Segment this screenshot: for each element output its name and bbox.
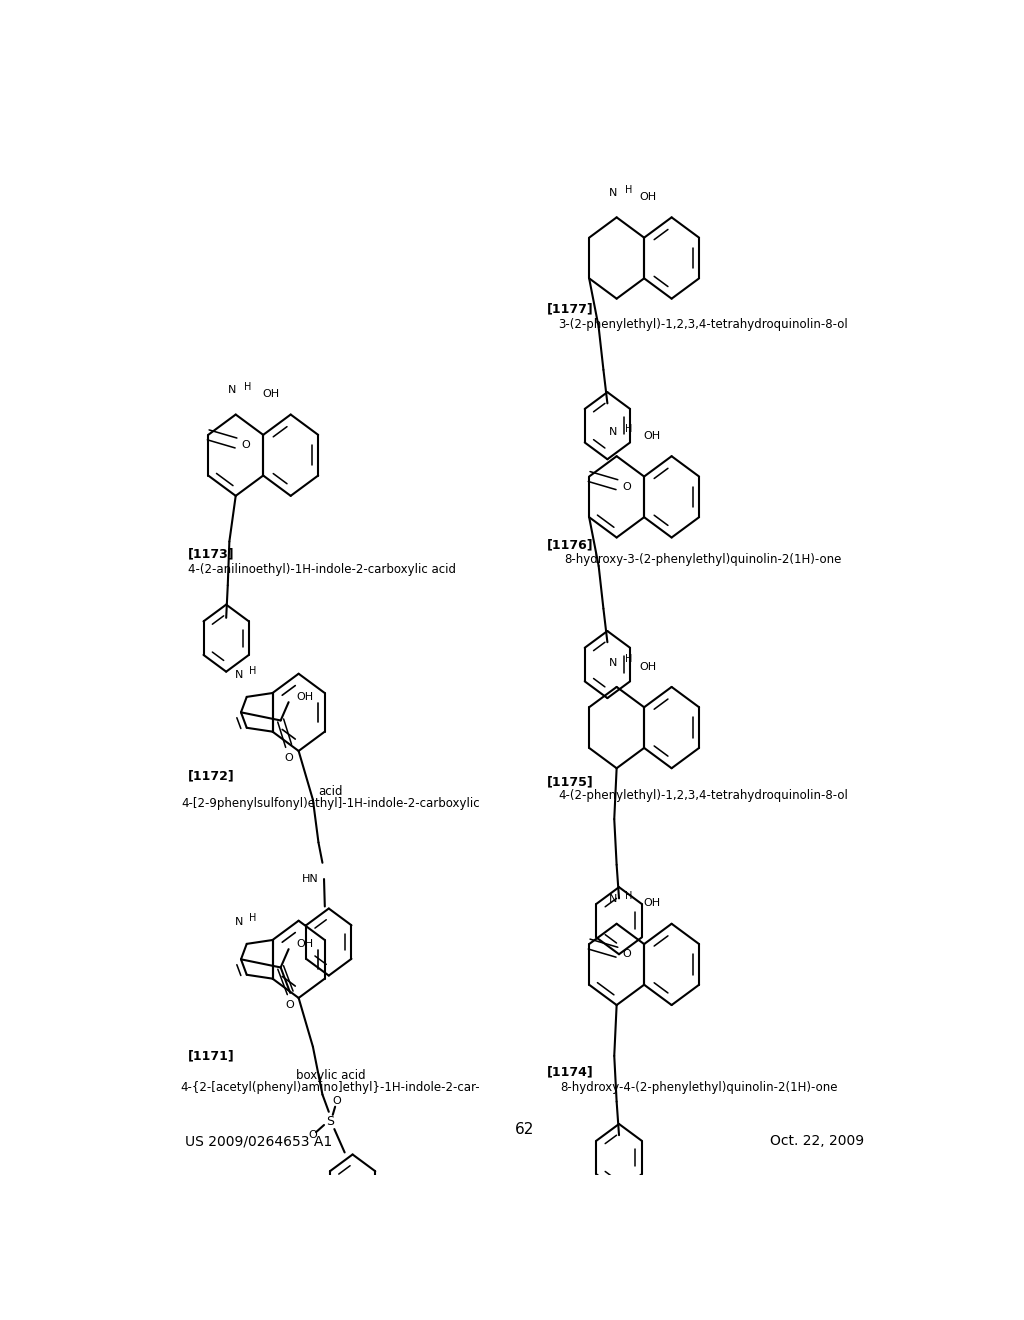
Text: OH: OH: [296, 692, 313, 702]
Text: boxylic acid: boxylic acid: [296, 1069, 366, 1081]
Text: H: H: [249, 913, 256, 924]
Text: OH: OH: [643, 899, 660, 908]
Text: OH: OH: [262, 389, 280, 399]
Text: N: N: [608, 895, 616, 904]
Text: N: N: [234, 669, 243, 680]
Text: US 2009/0264653 A1: US 2009/0264653 A1: [185, 1134, 333, 1148]
Text: H: H: [625, 655, 632, 664]
Text: OH: OH: [296, 939, 313, 949]
Text: O: O: [285, 754, 293, 763]
Text: 62: 62: [515, 1122, 535, 1137]
Text: HN: HN: [302, 874, 318, 884]
Text: N: N: [608, 187, 616, 198]
Text: O: O: [308, 1130, 317, 1140]
Text: O: O: [241, 440, 250, 450]
Text: O: O: [622, 482, 631, 491]
Text: OH: OH: [643, 430, 660, 441]
Text: H: H: [625, 891, 632, 902]
Text: 4-(2-phenylethyl)-1,2,3,4-tetrahydroquinolin-8-ol: 4-(2-phenylethyl)-1,2,3,4-tetrahydroquin…: [558, 789, 848, 803]
Text: [1175]: [1175]: [547, 775, 594, 788]
Text: acid: acid: [318, 785, 343, 799]
Text: [1171]: [1171]: [187, 1049, 234, 1063]
Text: OH: OH: [639, 191, 656, 202]
Text: O: O: [286, 1001, 295, 1010]
Text: O: O: [333, 1096, 341, 1106]
Text: [1176]: [1176]: [547, 539, 594, 552]
Text: N: N: [608, 426, 616, 437]
Text: N: N: [227, 385, 236, 395]
Text: [1174]: [1174]: [547, 1065, 594, 1078]
Text: N: N: [608, 657, 616, 668]
Text: 3-(2-phenylethyl)-1,2,3,4-tetrahydroquinolin-8-ol: 3-(2-phenylethyl)-1,2,3,4-tetrahydroquin…: [558, 318, 848, 330]
Text: H: H: [249, 667, 256, 676]
Text: H: H: [625, 424, 632, 434]
Text: Oct. 22, 2009: Oct. 22, 2009: [770, 1134, 864, 1148]
Text: OH: OH: [639, 661, 656, 672]
Text: N: N: [234, 916, 243, 927]
Text: O: O: [622, 949, 631, 960]
Text: H: H: [625, 185, 632, 195]
Text: 4-{2-[acetyl(phenyl)amino]ethyl}-1H-indole-2-car-: 4-{2-[acetyl(phenyl)amino]ethyl}-1H-indo…: [180, 1081, 480, 1094]
Text: H: H: [244, 381, 251, 392]
Text: 8-hydroxy-3-(2-phenylethyl)quinolin-2(1H)-one: 8-hydroxy-3-(2-phenylethyl)quinolin-2(1H…: [564, 553, 842, 566]
Text: 4-(2-anilinoethyl)-1H-indole-2-carboxylic acid: 4-(2-anilinoethyl)-1H-indole-2-carboxyli…: [188, 562, 457, 576]
Text: [1173]: [1173]: [187, 548, 234, 560]
Text: [1177]: [1177]: [547, 302, 594, 315]
Text: [1172]: [1172]: [187, 770, 234, 783]
Text: 4-[2-9phenylsulfonyl)ethyl]-1H-indole-2-carboxylic: 4-[2-9phenylsulfonyl)ethyl]-1H-indole-2-…: [181, 797, 479, 810]
Text: S: S: [327, 1115, 335, 1129]
Text: 8-hydroxy-4-(2-phenylethyl)quinolin-2(1H)-one: 8-hydroxy-4-(2-phenylethyl)quinolin-2(1H…: [561, 1081, 838, 1094]
